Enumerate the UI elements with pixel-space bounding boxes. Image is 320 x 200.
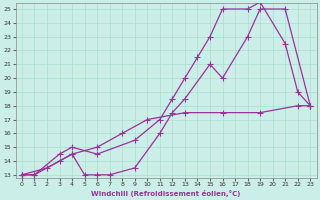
X-axis label: Windchill (Refroidissement éolien,°C): Windchill (Refroidissement éolien,°C) xyxy=(92,190,241,197)
